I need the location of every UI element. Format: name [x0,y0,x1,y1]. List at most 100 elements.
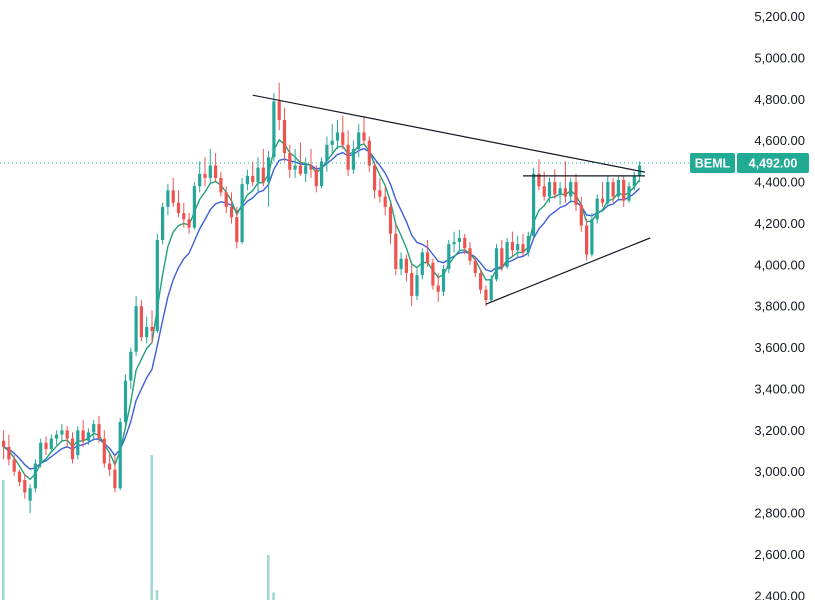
trendline-resistance[interactable] [252,94,646,173]
candle-body [600,198,605,203]
candle-body [558,188,562,195]
candle-body [404,258,408,274]
candle-body [362,132,366,141]
candle-body [590,219,594,255]
candle-body [145,326,149,338]
candle-body [606,182,610,203]
candle-body [55,434,59,439]
candle-body [272,101,276,158]
y-tick-label: 5,200.00 [754,9,805,24]
candle-body [351,148,355,170]
candle-body [44,442,48,449]
candle-body [102,438,106,464]
candle-body [579,204,583,226]
candle-body [399,258,403,269]
volume-bar [272,592,275,600]
candle-body [166,190,170,207]
price-tag-value: 4,492.00 [749,157,798,171]
candle-body [473,260,477,274]
y-tick-label: 3,400.00 [754,381,805,396]
candle-body [420,252,424,276]
candle-body [28,488,32,501]
volume-bar [267,555,270,600]
candle-body [479,273,483,290]
y-tick-label: 3,000.00 [754,464,805,479]
candle-body [235,217,239,243]
candle-body [214,165,218,178]
candle-body [357,132,361,149]
candle-body [293,165,297,170]
candle-body [134,306,138,352]
candlestick-series [2,82,642,514]
y-tick-label: 3,800.00 [754,299,805,314]
candle-body [569,182,573,197]
candle-body [632,175,636,187]
candle-body [452,242,456,245]
candle-body [585,225,589,255]
candle-body [208,165,212,178]
candle-body [330,140,334,145]
candle-body [426,252,430,263]
y-tick-label: 4,400.00 [754,175,805,190]
candle-body [394,233,398,269]
candle-body [627,186,631,201]
y-tick-label: 3,200.00 [754,423,805,438]
candle-body [2,440,6,447]
candle-body [219,177,223,193]
candle-body [261,167,265,183]
candle-body [118,422,122,489]
candle-body [563,188,567,197]
candle-body [139,306,143,338]
y-tick-label: 4,000.00 [754,257,805,272]
trendline-support[interactable] [485,237,651,305]
candle-body [240,184,244,243]
candle-body [7,446,11,460]
candle-body [410,273,414,296]
candle-body [282,120,287,154]
candle-body [224,192,228,207]
y-tick-label: 2,400.00 [754,588,805,600]
trendlines[interactable] [252,94,651,305]
candle-body [150,326,154,332]
last-price-tag: BEML 4,492.00 [690,153,809,174]
candle-body [595,198,599,220]
candle-body [60,430,64,435]
candle-body [171,190,175,203]
candle-body [505,242,509,267]
candle-body [441,268,446,292]
y-tick-label: 5,000.00 [754,50,805,65]
candle-body [70,438,75,460]
candle-body [298,165,302,174]
candle-body [12,459,16,472]
candle-body [76,430,80,456]
candle-body [526,235,530,253]
candle-body [277,101,281,120]
candle-body [547,182,552,197]
candle-body [176,202,181,214]
symbol-tag-background [690,153,735,174]
candle-body [33,463,37,489]
candle-body [309,165,313,170]
candle-body [314,169,318,187]
candle-body [622,180,626,201]
candle-body [304,165,308,174]
candle-body [532,173,536,236]
volume-bar [155,590,159,600]
price-axis[interactable]: 2,400.00 2,600.00 2,800.00 3,000.00 3,200.00… [754,9,805,600]
candle-body [49,438,53,449]
candle-body [542,186,546,197]
candle-body [251,175,255,183]
volume-bar [150,455,153,600]
candle-body [611,182,615,197]
candle-body [494,248,499,280]
candle-body [203,173,207,178]
volume-bar [2,480,5,600]
candle-body [516,244,520,251]
candle-body [320,161,324,187]
candle-body [553,182,557,195]
y-tick-label: 4,600.00 [754,133,805,148]
y-tick-label: 4,800.00 [754,92,805,107]
candle-body [187,219,191,228]
